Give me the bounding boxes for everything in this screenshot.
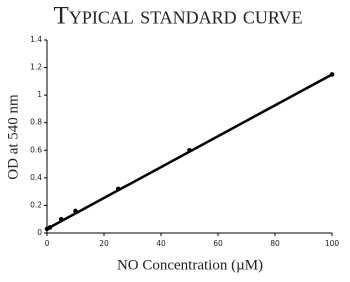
point [73,208,78,214]
y-tick-label: 0.4 [30,173,42,182]
point [329,72,335,77]
point [47,225,53,230]
y-tick-label: 1.4 [30,35,42,44]
y-tick-label: 1.2 [30,63,42,72]
y-tick-label: 0 [37,228,42,237]
chart-title: Typical standard curve [54,3,303,30]
y-tick-label: 0.6 [30,145,42,154]
x-tick-label: 20 [99,239,109,248]
point [58,216,64,222]
x-tick-label: 80 [270,239,280,248]
y-tick-label: 1 [37,90,42,99]
x-tick-label: 40 [156,239,166,248]
y-tick-label: 0.2 [30,200,42,209]
x-axis-label: NO Concentration (µM) [117,257,263,273]
y-axis-label: OD at 540 nm [5,94,21,180]
y-tick-label: 0.8 [30,118,42,127]
x-tick-label: 100 [325,239,340,248]
point [187,147,192,153]
point [115,186,121,192]
x-tick-label: 60 [213,239,223,248]
x-tick-label: 0 [45,239,50,248]
